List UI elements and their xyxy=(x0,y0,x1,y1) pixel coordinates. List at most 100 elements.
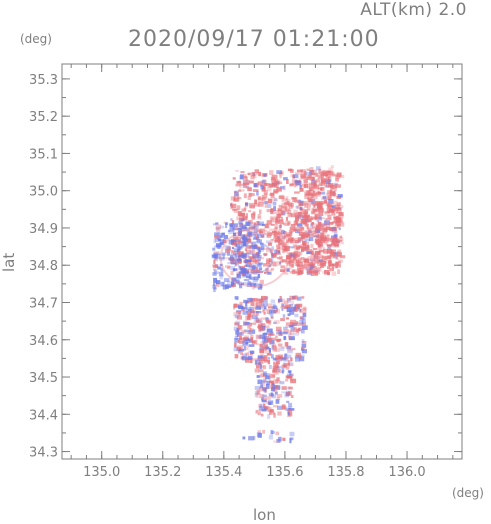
receding-echo xyxy=(237,197,242,200)
receding-echo xyxy=(270,239,273,244)
receding-echo xyxy=(262,381,266,384)
receding-echo xyxy=(288,259,294,263)
receding-echo xyxy=(290,319,297,324)
receding-echo xyxy=(257,271,264,274)
approaching-echo xyxy=(241,356,246,361)
receding-echo xyxy=(275,335,278,339)
receding-echo xyxy=(334,216,338,221)
approaching-echo xyxy=(242,353,247,359)
receding-echo xyxy=(256,343,260,346)
receding-echo xyxy=(297,250,300,254)
approaching-echo xyxy=(221,232,225,236)
receding-echo xyxy=(243,176,248,179)
receding-echo xyxy=(311,211,315,215)
receding-echo xyxy=(292,197,298,202)
receding-echo xyxy=(302,243,306,248)
approaching-echo xyxy=(261,355,266,359)
receding-echo xyxy=(288,252,292,258)
receding-echo xyxy=(320,217,325,220)
receding-echo xyxy=(321,255,328,261)
receding-echo xyxy=(300,219,306,224)
approaching-echo xyxy=(307,241,310,245)
receding-echo xyxy=(315,268,322,272)
receding-echo xyxy=(304,211,308,214)
receding-echo xyxy=(331,252,335,256)
receding-echo xyxy=(280,206,287,209)
receding-echo xyxy=(281,206,285,210)
receding-echo xyxy=(320,174,323,180)
receding-echo xyxy=(257,430,261,433)
receding-echo xyxy=(254,368,260,373)
receding-echo xyxy=(285,325,289,329)
receding-echo xyxy=(331,267,334,271)
receding-echo xyxy=(323,172,329,177)
receding-echo xyxy=(311,184,315,189)
receding-echo xyxy=(245,346,249,351)
receding-echo xyxy=(336,176,340,179)
approaching-echo xyxy=(301,339,305,343)
velocity-field xyxy=(211,165,346,444)
receding-echo xyxy=(245,176,248,182)
approaching-echo xyxy=(257,263,262,267)
receding-echo xyxy=(294,240,300,244)
receding-echo xyxy=(282,222,285,226)
approaching-echo xyxy=(281,303,285,307)
approaching-echo xyxy=(277,405,283,410)
approaching-echo xyxy=(261,380,268,384)
approaching-echo xyxy=(226,252,231,256)
receding-echo xyxy=(263,359,269,363)
receding-echo xyxy=(254,199,257,205)
receding-echo xyxy=(330,252,336,257)
receding-echo xyxy=(269,170,274,175)
receding-echo xyxy=(279,224,282,228)
receding-echo xyxy=(280,260,284,263)
approaching-echo xyxy=(254,228,258,234)
receding-echo xyxy=(236,194,240,199)
receding-echo xyxy=(285,196,289,201)
receding-echo xyxy=(311,222,314,225)
approaching-echo xyxy=(283,336,287,340)
receding-echo xyxy=(278,246,281,249)
receding-echo xyxy=(242,208,246,212)
receding-echo xyxy=(327,255,332,260)
receding-echo xyxy=(293,295,298,300)
receding-echo xyxy=(328,260,331,265)
approaching-echo xyxy=(257,274,261,279)
receding-echo xyxy=(271,261,277,267)
approaching-echo xyxy=(255,316,259,319)
receding-echo xyxy=(234,354,239,359)
receding-echo xyxy=(276,332,282,335)
receding-echo xyxy=(277,208,282,212)
receding-echo xyxy=(247,234,251,237)
approaching-echo xyxy=(257,254,262,259)
receding-echo xyxy=(301,296,305,299)
approaching-echo xyxy=(270,299,276,304)
receding-echo xyxy=(327,261,331,267)
receding-echo xyxy=(275,307,278,313)
approaching-echo xyxy=(242,238,246,244)
receding-echo xyxy=(255,302,262,307)
receding-echo xyxy=(292,229,296,232)
receding-echo xyxy=(280,216,283,222)
receding-echo xyxy=(239,336,242,340)
receding-echo xyxy=(336,223,341,229)
receding-echo xyxy=(314,271,318,276)
receding-echo xyxy=(278,242,282,246)
receding-echo xyxy=(257,216,262,220)
receding-echo xyxy=(290,223,296,227)
receding-echo xyxy=(307,186,311,189)
receding-echo xyxy=(332,264,338,269)
receding-echo xyxy=(269,409,274,413)
approaching-echo xyxy=(227,262,231,265)
receding-echo xyxy=(336,250,341,254)
approaching-echo xyxy=(252,253,258,259)
approaching-echo xyxy=(279,346,285,351)
receding-echo xyxy=(281,250,284,253)
receding-echo xyxy=(291,213,297,218)
receding-echo xyxy=(302,242,306,246)
approaching-echo xyxy=(306,172,312,176)
receding-echo xyxy=(254,259,260,264)
receding-echo xyxy=(308,263,314,269)
approaching-echo xyxy=(225,223,228,229)
receding-echo xyxy=(281,364,287,368)
